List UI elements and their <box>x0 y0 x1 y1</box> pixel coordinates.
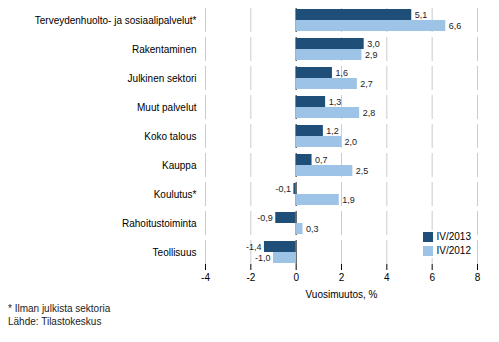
svg-text:Muut palvelut: Muut palvelut <box>137 102 197 113</box>
svg-text:Rahoitustoiminta: Rahoitustoiminta <box>122 218 197 229</box>
svg-text:-1,0: -1,0 <box>255 253 271 263</box>
html-text:IV/2012: IV/2012 <box>436 245 471 256</box>
svg-text:1,3: 1,3 <box>329 97 342 107</box>
svg-text:2,5: 2,5 <box>356 166 369 176</box>
svg-text:-2: -2 <box>246 272 255 283</box>
svg-text:Teollisuus: Teollisuus <box>153 247 197 258</box>
svg-text:1,2: 1,2 <box>326 126 339 136</box>
svg-text:6: 6 <box>429 272 435 283</box>
svg-text:8: 8 <box>475 272 481 283</box>
svg-text:Rakentaminen: Rakentaminen <box>132 44 196 55</box>
svg-text:-0,1: -0,1 <box>275 184 291 194</box>
svg-text:1,6: 1,6 <box>335 68 348 78</box>
svg-text:Terveydenhuolto- ja sosiaalipa: Terveydenhuolto- ja sosiaalipalvelut* <box>35 15 197 26</box>
svg-text:4: 4 <box>384 272 390 283</box>
svg-text:0,3: 0,3 <box>306 224 319 234</box>
svg-text:-0,9: -0,9 <box>257 213 273 223</box>
svg-text:5,1: 5,1 <box>415 10 428 20</box>
svg-text:1,9: 1,9 <box>342 195 355 205</box>
svg-text:Julkinen sektori: Julkinen sektori <box>128 73 197 84</box>
svg-text:2,7: 2,7 <box>360 79 373 89</box>
svg-text:2: 2 <box>339 272 345 283</box>
svg-text:2,8: 2,8 <box>363 108 376 118</box>
html-text:Lähde: Tilastokeskus: Lähde: Tilastokeskus <box>8 316 102 327</box>
html-text:* Ilman julkista sektoria: * Ilman julkista sektoria <box>8 303 111 314</box>
svg-text:2,0: 2,0 <box>345 137 358 147</box>
svg-text:0,7: 0,7 <box>315 155 328 165</box>
svg-text:3,0: 3,0 <box>367 39 380 49</box>
svg-text:2,9: 2,9 <box>365 50 378 60</box>
svg-text:Kauppa: Kauppa <box>162 160 197 171</box>
svg-text:Koko talous: Koko talous <box>144 131 196 142</box>
svg-text:6,6: 6,6 <box>449 21 462 31</box>
svg-text:0: 0 <box>293 272 299 283</box>
svg-text:Koulutus*: Koulutus* <box>154 189 197 200</box>
html-text:IV/2013: IV/2013 <box>436 231 471 242</box>
svg-text:-1,4: -1,4 <box>246 242 262 252</box>
svg-text:-4: -4 <box>201 272 210 283</box>
svg-text:Vuosimuutos, %: Vuosimuutos, % <box>306 289 378 300</box>
